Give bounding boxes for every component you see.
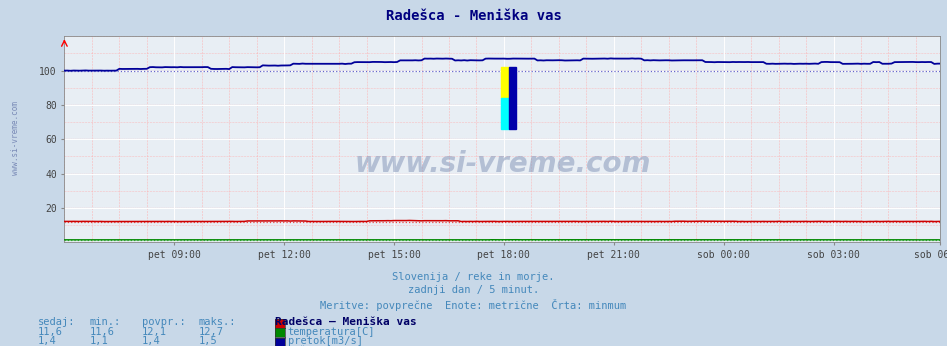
Text: zadnji dan / 5 minut.: zadnji dan / 5 minut. xyxy=(408,285,539,295)
Text: 1,5: 1,5 xyxy=(199,336,218,346)
Text: Radešca – Meniška vas: Radešca – Meniška vas xyxy=(275,317,417,327)
Text: www.si-vreme.com: www.si-vreme.com xyxy=(354,150,651,178)
Text: 11,6: 11,6 xyxy=(90,327,115,337)
Text: temperatura[C]: temperatura[C] xyxy=(288,327,375,337)
Text: pretok[m3/s]: pretok[m3/s] xyxy=(288,336,363,346)
Text: sedaj:: sedaj: xyxy=(38,317,76,327)
Text: min.:: min.: xyxy=(90,317,121,327)
Text: Radešca - Meniška vas: Radešca - Meniška vas xyxy=(385,9,562,22)
Text: www.si-vreme.com: www.si-vreme.com xyxy=(11,101,21,175)
Text: 1,4: 1,4 xyxy=(38,336,57,346)
FancyBboxPatch shape xyxy=(501,98,509,129)
Text: Slovenija / reke in morje.: Slovenija / reke in morje. xyxy=(392,272,555,282)
Text: 1,1: 1,1 xyxy=(90,336,109,346)
Text: 12,7: 12,7 xyxy=(199,327,223,337)
FancyBboxPatch shape xyxy=(509,67,516,129)
Text: Meritve: povprečne  Enote: metrične  Črta: minmum: Meritve: povprečne Enote: metrične Črta:… xyxy=(320,299,627,311)
Text: 12,1: 12,1 xyxy=(142,327,167,337)
Text: 1,4: 1,4 xyxy=(142,336,161,346)
Text: maks.:: maks.: xyxy=(199,317,237,327)
FancyBboxPatch shape xyxy=(501,67,509,98)
Text: povpr.:: povpr.: xyxy=(142,317,186,327)
Text: 11,6: 11,6 xyxy=(38,327,63,337)
